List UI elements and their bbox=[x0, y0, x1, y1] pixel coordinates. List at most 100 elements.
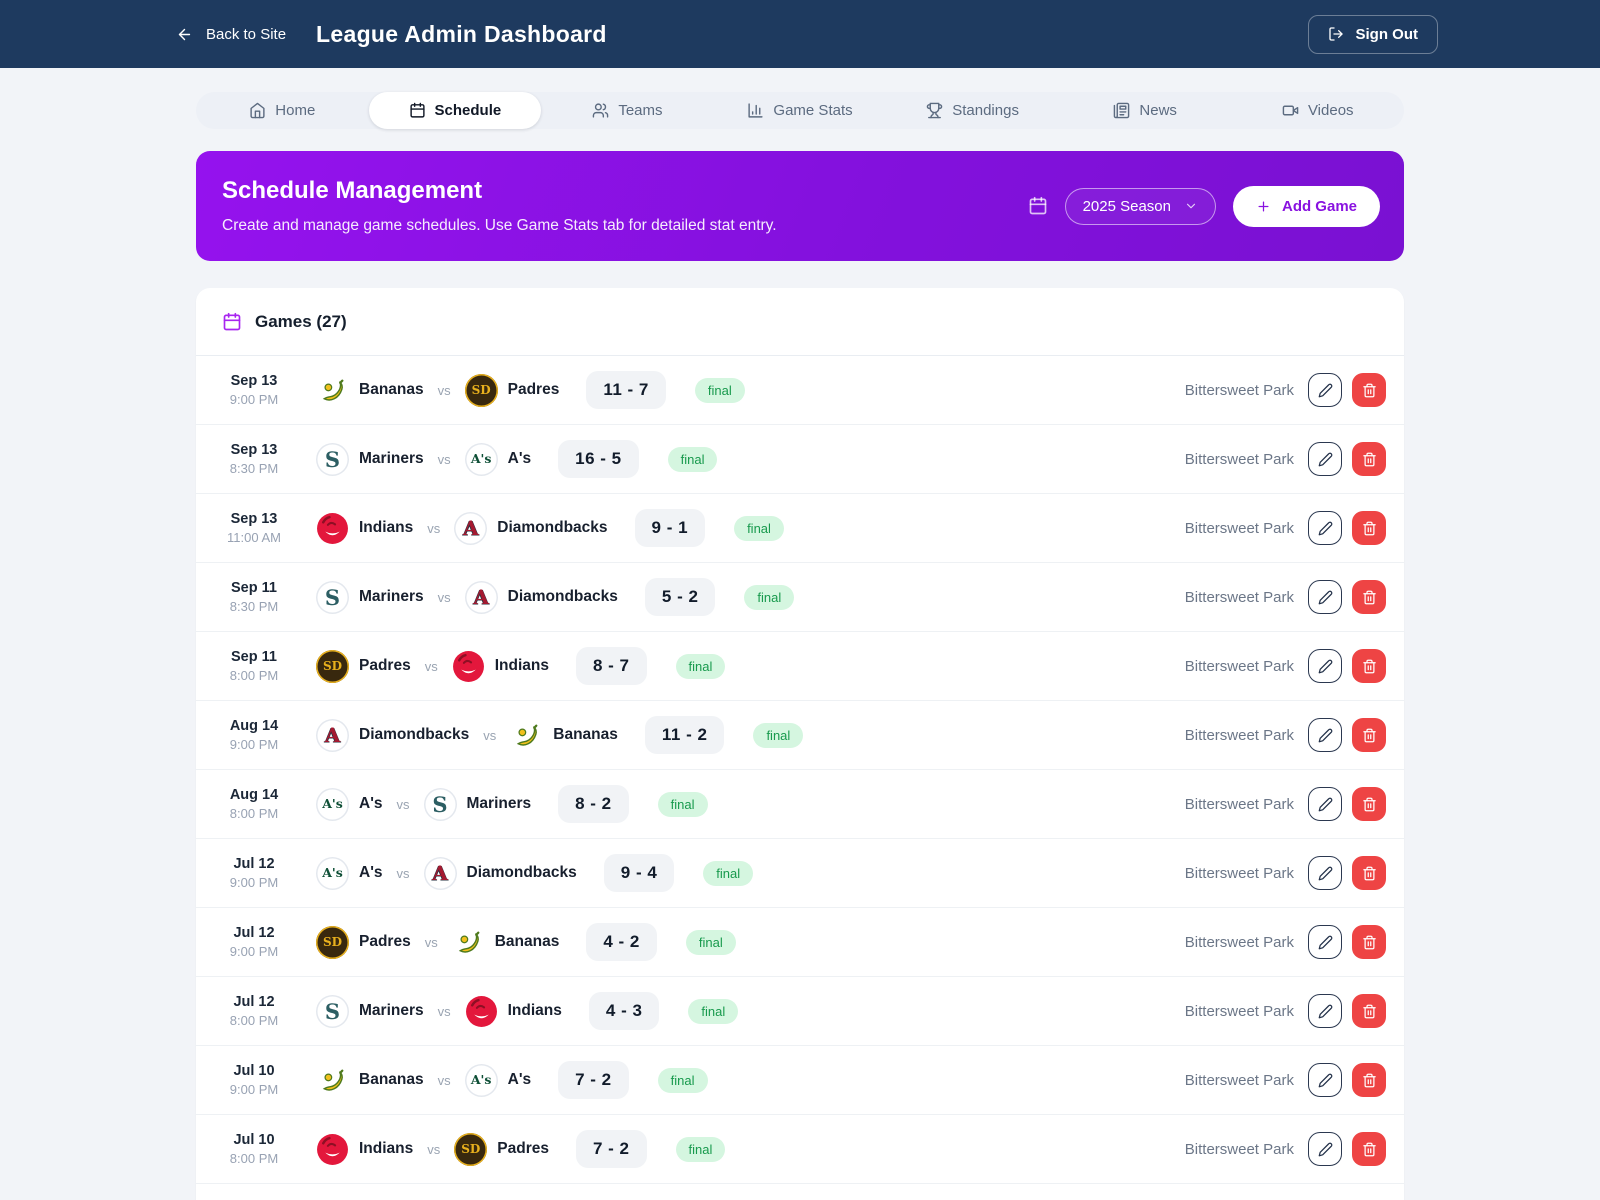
row-actions: Bittersweet Park bbox=[1185, 1132, 1386, 1166]
venue-label: Bittersweet Park bbox=[1184, 450, 1294, 468]
row-actions: Bittersweet Park bbox=[1185, 856, 1386, 890]
status-badge: final bbox=[734, 515, 784, 541]
delete-game-button[interactable] bbox=[1352, 994, 1386, 1028]
edit-game-button[interactable] bbox=[1308, 1063, 1342, 1097]
game-date: Sep 11 bbox=[231, 580, 277, 596]
game-row: Jul 10 8:00 PM Indians vs SD Padres 7 - … bbox=[196, 1115, 1404, 1184]
home-team-logo bbox=[316, 1132, 349, 1166]
score-pill: 5 - 2 bbox=[644, 578, 716, 616]
edit-game-button[interactable] bbox=[1308, 442, 1342, 476]
sign-out-button[interactable]: Sign Out bbox=[1307, 14, 1438, 54]
game-datetime: Sep 11 8:00 PM bbox=[212, 649, 296, 683]
game-time: 8:30 PM bbox=[229, 461, 279, 476]
edit-game-button[interactable] bbox=[1308, 649, 1342, 683]
add-game-button[interactable]: Add Game bbox=[1232, 185, 1380, 227]
home-team-logo: A's bbox=[316, 856, 349, 890]
home-team-name: Indians bbox=[359, 519, 414, 536]
edit-game-button[interactable] bbox=[1308, 856, 1342, 890]
game-date: Jul 12 bbox=[233, 856, 275, 872]
game-time: 9:00 PM bbox=[229, 875, 279, 890]
vs-label: vs bbox=[437, 1003, 451, 1019]
edit-game-button[interactable] bbox=[1308, 787, 1342, 821]
venue-label: Bittersweet Park bbox=[1184, 381, 1294, 399]
edit-game-button[interactable] bbox=[1308, 580, 1342, 614]
away-team-name: Padres bbox=[497, 1140, 549, 1157]
venue-label: Bittersweet Park bbox=[1184, 519, 1294, 537]
matchup: Bananas vs A's A's 7 - 2 final bbox=[316, 1061, 708, 1099]
row-actions: Bittersweet Park bbox=[1185, 649, 1386, 683]
away-team-logo bbox=[451, 649, 485, 683]
nav-tab-news[interactable]: News bbox=[1059, 92, 1232, 129]
trash-icon bbox=[1362, 935, 1377, 950]
matchup: SD Padres vs Indians 8 - 7 final bbox=[316, 647, 726, 685]
away-team-logo: SD bbox=[464, 373, 498, 407]
status-badge: final bbox=[744, 584, 795, 610]
nav-tab-teams[interactable]: Teams bbox=[541, 92, 714, 129]
row-actions: Bittersweet Park bbox=[1185, 925, 1386, 959]
matchup: Bananas vs SD Padres 11 - 7 final bbox=[316, 371, 745, 409]
pencil-icon bbox=[1318, 935, 1333, 950]
delete-game-button[interactable] bbox=[1352, 580, 1386, 614]
home-team-logo bbox=[316, 511, 349, 545]
nav-tab-schedule[interactable]: Schedule bbox=[368, 92, 542, 129]
trash-icon bbox=[1362, 590, 1377, 605]
delete-game-button[interactable] bbox=[1352, 856, 1386, 890]
game-time: 9:00 PM bbox=[229, 1082, 279, 1097]
game-row: Aug 14 8:00 PM A's A's vs S Mariners 8 -… bbox=[196, 770, 1404, 839]
video-icon bbox=[1282, 102, 1299, 119]
nav-tab-home[interactable]: Home bbox=[196, 92, 369, 129]
edit-game-button[interactable] bbox=[1308, 511, 1342, 545]
trash-icon bbox=[1362, 383, 1377, 398]
users-icon bbox=[592, 102, 609, 119]
away-team-logo: A bbox=[454, 511, 488, 545]
delete-game-button[interactable] bbox=[1352, 442, 1386, 476]
game-date: Jul 10 bbox=[233, 1063, 275, 1079]
pencil-icon bbox=[1318, 728, 1333, 743]
delete-game-button[interactable] bbox=[1352, 1063, 1386, 1097]
away-team-name: Bananas bbox=[494, 933, 560, 950]
home-team-logo bbox=[316, 373, 349, 407]
away-team-logo: S bbox=[423, 787, 457, 821]
status-badge: final bbox=[657, 1067, 708, 1093]
edit-game-button[interactable] bbox=[1308, 1132, 1342, 1166]
delete-game-button[interactable] bbox=[1352, 511, 1386, 545]
home-team-name: Mariners bbox=[359, 1002, 424, 1019]
game-time: 8:30 PM bbox=[229, 599, 279, 614]
matchup: S Mariners vs Indians 4 - 3 final bbox=[316, 992, 739, 1030]
game-datetime: Sep 11 8:30 PM bbox=[212, 580, 296, 614]
away-team-name: A's bbox=[507, 450, 532, 467]
main-nav: Home Schedule Teams Game Stats Standings… bbox=[196, 92, 1404, 129]
away-team-logo bbox=[464, 994, 498, 1028]
back-to-site-button[interactable]: Back to Site bbox=[176, 26, 286, 43]
pencil-icon bbox=[1318, 452, 1333, 467]
nav-tab-videos[interactable]: Videos bbox=[1231, 92, 1404, 129]
venue-label: Bittersweet Park bbox=[1184, 657, 1294, 675]
edit-game-button[interactable] bbox=[1308, 994, 1342, 1028]
delete-game-button[interactable] bbox=[1352, 925, 1386, 959]
calendar-icon bbox=[222, 312, 242, 332]
edit-game-button[interactable] bbox=[1308, 925, 1342, 959]
nav-tab-standings[interactable]: Standings bbox=[886, 92, 1059, 129]
game-time: 9:00 PM bbox=[229, 737, 279, 752]
delete-game-button[interactable] bbox=[1352, 373, 1386, 407]
delete-game-button[interactable] bbox=[1352, 649, 1386, 683]
away-team-name: Indians bbox=[494, 657, 549, 674]
home-team-name: A's bbox=[359, 864, 383, 881]
season-select[interactable]: 2025 Season bbox=[1064, 187, 1216, 225]
nav-tab-game-stats[interactable]: Game Stats bbox=[714, 92, 887, 129]
row-actions: Bittersweet Park bbox=[1185, 994, 1386, 1028]
score-pill: 4 - 3 bbox=[588, 992, 660, 1030]
back-to-site-label: Back to Site bbox=[206, 25, 287, 43]
game-date: Sep 13 bbox=[230, 511, 278, 527]
delete-game-button[interactable] bbox=[1352, 718, 1386, 752]
edit-game-button[interactable] bbox=[1308, 718, 1342, 752]
delete-game-button[interactable] bbox=[1352, 787, 1386, 821]
edit-game-button[interactable] bbox=[1308, 373, 1342, 407]
game-date: Sep 11 bbox=[231, 649, 277, 665]
status-badge: final bbox=[675, 653, 726, 679]
game-date: Jul 12 bbox=[233, 925, 275, 941]
status-badge: final bbox=[657, 791, 708, 817]
vs-label: vs bbox=[427, 520, 441, 536]
game-datetime: Sep 13 8:30 PM bbox=[212, 442, 296, 476]
delete-game-button[interactable] bbox=[1352, 1132, 1386, 1166]
